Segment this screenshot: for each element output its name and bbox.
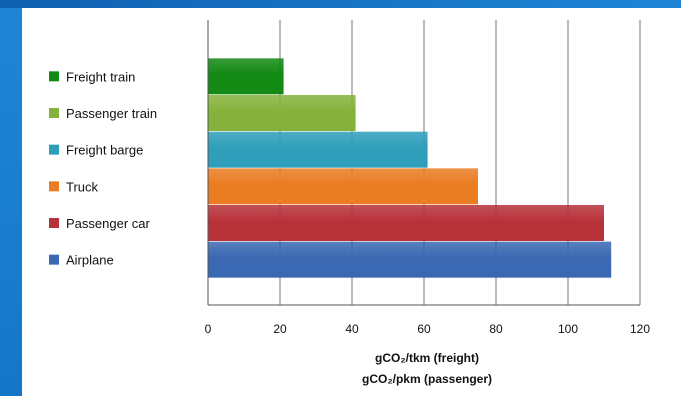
x-tick-labels: 0 20 40 60 80 100 120 xyxy=(205,322,651,336)
legend: Freight train Passenger train Freight barg… xyxy=(49,69,157,267)
legend-swatch xyxy=(49,145,59,155)
legend-label: Truck xyxy=(66,179,99,194)
bar-airplane xyxy=(208,242,611,278)
x-tick-label: 0 xyxy=(205,322,212,336)
legend-swatch xyxy=(49,181,59,191)
legend-label: Passenger train xyxy=(66,106,157,121)
legend-label: Freight train xyxy=(66,69,135,84)
bar-passenger-car xyxy=(208,205,604,241)
legend-swatch xyxy=(49,71,59,81)
bar-freight-train xyxy=(208,58,284,94)
x-tick-label: 80 xyxy=(489,322,503,336)
bars xyxy=(208,58,611,277)
x-axis-label-freight: gCO₂/tkm (freight) xyxy=(375,351,479,365)
x-tick-label: 100 xyxy=(558,322,578,336)
legend-label: Freight barge xyxy=(66,143,143,158)
x-tick-label: 20 xyxy=(273,322,287,336)
x-tick-label: 60 xyxy=(417,322,431,336)
legend-label: Passenger car xyxy=(66,216,150,231)
x-tick-label: 40 xyxy=(345,322,359,336)
bar-passenger-train xyxy=(208,95,356,131)
legend-swatch xyxy=(49,218,59,228)
legend-swatch xyxy=(49,255,59,265)
x-axis-label-passenger: gCO₂/pkm (passenger) xyxy=(362,372,492,386)
bar-freight-barge xyxy=(208,132,428,168)
x-tick-label: 120 xyxy=(630,322,650,336)
legend-swatch xyxy=(49,108,59,118)
bar-truck xyxy=(208,168,478,204)
legend-label: Airplane xyxy=(66,253,114,268)
